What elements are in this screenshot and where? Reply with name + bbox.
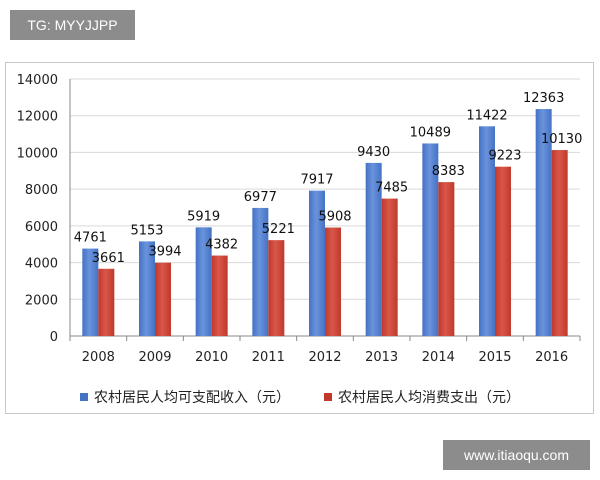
y-tick-label: 12000 (17, 110, 58, 125)
data-label-income: 7917 (300, 173, 333, 188)
y-tick-label: 10000 (17, 146, 58, 161)
y-tick-label: 6000 (25, 220, 58, 235)
data-label-income: 5919 (187, 209, 220, 224)
x-tick-label: 2010 (195, 350, 228, 365)
data-label-expenditure: 3661 (92, 251, 125, 266)
data-label-income: 12363 (523, 91, 564, 106)
bar-income (82, 248, 99, 336)
legend-label-income: 农村居民人均可支配收入（元） (94, 390, 290, 406)
x-tick-label: 2016 (535, 350, 568, 365)
bar-expenditure (211, 255, 228, 336)
bar-expenditure (438, 182, 455, 336)
bar-income (422, 143, 439, 336)
bar-expenditure (155, 262, 171, 336)
bar-income (252, 207, 269, 336)
bar-expenditure (551, 150, 568, 336)
bar-income (195, 227, 212, 336)
data-label-expenditure: 8383 (432, 164, 465, 179)
data-label-income: 9430 (357, 145, 390, 160)
data-label-income: 10489 (410, 125, 451, 140)
y-tick-label: 14000 (17, 73, 58, 88)
x-tick-label: 2014 (422, 350, 455, 365)
data-label-expenditure: 3994 (148, 245, 181, 260)
legend-swatch-income (80, 393, 88, 401)
x-tick-label: 2012 (308, 350, 341, 365)
bar-expenditure (325, 227, 341, 336)
data-label-expenditure: 7485 (375, 181, 408, 196)
bar-expenditure (495, 166, 511, 336)
data-label-income: 5153 (130, 223, 163, 238)
bar-income (535, 109, 552, 336)
data-label-expenditure: 5221 (262, 222, 295, 237)
data-label-expenditure: 4382 (205, 238, 238, 253)
bar-income (139, 241, 155, 336)
legend-swatch-expenditure (324, 393, 332, 401)
data-label-income: 4761 (74, 231, 107, 246)
legend-item-income: 农村居民人均可支配收入（元） (80, 387, 290, 407)
legend-item-expenditure: 农村居民人均消费支出（元） (324, 387, 520, 407)
x-tick-label: 2009 (138, 350, 171, 365)
x-tick-label: 2008 (82, 350, 115, 365)
y-tick-label: 4000 (25, 257, 58, 272)
bar-income (365, 162, 382, 336)
bar-income (479, 126, 495, 337)
bar-expenditure (98, 268, 115, 336)
x-tick-label: 2015 (478, 350, 511, 365)
y-tick-label: 0 (50, 330, 58, 345)
watermark-bottom: www.itiaoqu.com (443, 440, 590, 470)
x-tick-label: 2013 (365, 350, 398, 365)
data-label-income: 11422 (466, 108, 507, 123)
data-label-expenditure: 5908 (318, 210, 351, 225)
bar-expenditure (268, 240, 285, 336)
legend-label-expenditure: 农村居民人均消费支出（元） (338, 390, 520, 406)
data-label-expenditure: 9223 (488, 149, 521, 164)
y-tick-label: 8000 (25, 183, 58, 198)
bar-income (309, 190, 325, 336)
y-tick-label: 2000 (25, 293, 58, 308)
data-label-expenditure: 10130 (541, 132, 582, 147)
chart-legend: 农村居民人均可支配收入（元） 农村居民人均消费支出（元） (0, 385, 600, 409)
watermark-top: TG: MYYJJPP (10, 10, 135, 40)
x-tick-label: 2011 (252, 350, 285, 365)
bar-expenditure (381, 198, 398, 336)
data-label-income: 6977 (244, 190, 277, 205)
